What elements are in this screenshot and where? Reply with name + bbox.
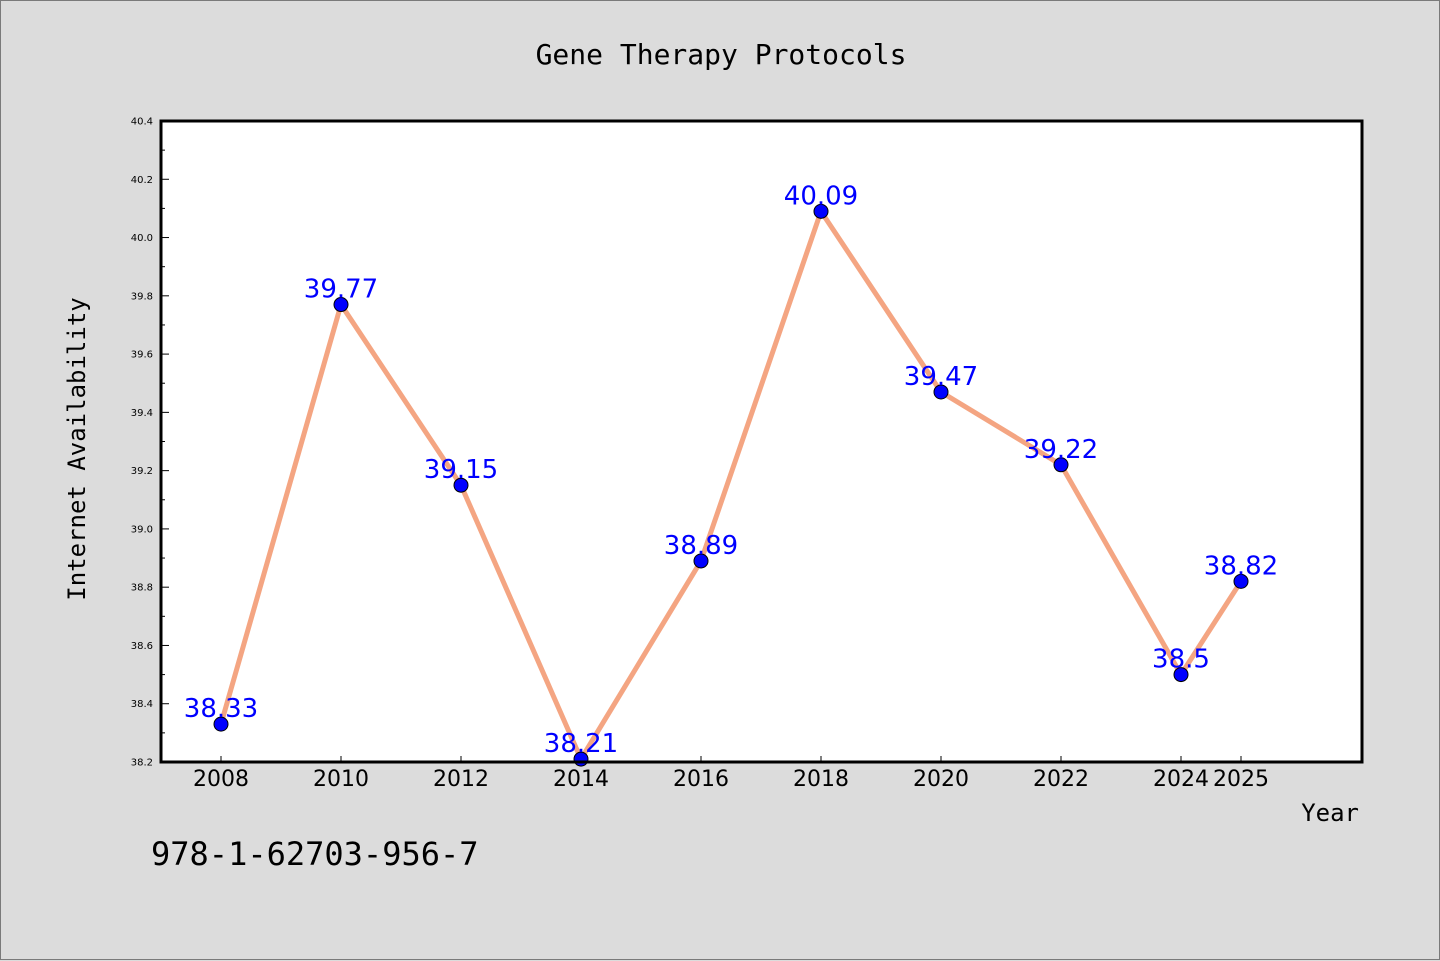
- data-point: [213, 716, 229, 732]
- y-axis-title: Internet Availability: [63, 297, 91, 600]
- y-tick-label: 40.2: [131, 175, 153, 186]
- x-tick-label: 2012: [433, 767, 489, 792]
- chart-title: Gene Therapy Protocols: [536, 38, 907, 71]
- y-tick-label: 39.4: [131, 408, 153, 419]
- data-point: [1053, 457, 1069, 473]
- data-label: 38.82: [1204, 551, 1278, 581]
- y-tick-label: 39.8: [131, 291, 153, 302]
- data-label: 38.21: [544, 729, 618, 759]
- data-label: 39.15: [424, 455, 498, 485]
- data-point: [1233, 573, 1249, 589]
- x-tick-label: 2016: [673, 767, 729, 792]
- data-point: [693, 553, 709, 569]
- data-point: [453, 477, 469, 493]
- x-tick-label: 2020: [913, 767, 969, 792]
- data-point: [813, 203, 829, 219]
- x-axis-title: Year: [1301, 799, 1359, 827]
- data-point: [933, 384, 949, 400]
- footer-isbn: 978-1-62703-956-7: [151, 835, 479, 873]
- data-label: 39.22: [1024, 435, 1098, 465]
- y-tick-label: 39.0: [131, 524, 153, 535]
- y-tick-label: 38.4: [131, 699, 153, 710]
- data-label: 39.77: [304, 275, 378, 305]
- data-label: 38.33: [184, 694, 258, 724]
- data-point: [1173, 667, 1189, 683]
- x-tick-label: 2018: [793, 767, 849, 792]
- data-label: 40.09: [784, 181, 858, 211]
- y-tick-label: 40.0: [131, 233, 153, 244]
- data-label: 38.5: [1152, 645, 1210, 675]
- x-tick-label: 2014: [553, 767, 609, 792]
- y-tick-label: 39.2: [131, 466, 153, 477]
- y-tick-label: 40.4: [131, 117, 153, 128]
- x-tick-label: 2008: [193, 767, 249, 792]
- x-axis: 2008 2010 2012 2014 2016 2018 2020 2022 2024 2025: [193, 756, 1269, 792]
- plot-area: [161, 121, 1362, 762]
- plot-frame: [159, 119, 1364, 764]
- y-tick-label: 38.8: [131, 583, 153, 594]
- x-tick-label: 2024: [1153, 767, 1209, 792]
- y-tick-label: 38.6: [131, 641, 153, 652]
- y-tick-label: 39.6: [131, 350, 153, 361]
- series-line: [218, 208, 1244, 762]
- y-tick-label: 38.2: [131, 758, 153, 769]
- x-tick-label: 2022: [1033, 767, 1089, 792]
- data-label: 38.89: [664, 531, 738, 561]
- data-point: [333, 297, 349, 313]
- x-tick-label: 2010: [313, 767, 369, 792]
- data-label-group: 38.33 39.77 39.15 38.21 38.89 40.09 39.47 39.22…: [184, 181, 1278, 759]
- series-line-group: [213, 203, 1249, 767]
- data-label: 39.47: [904, 362, 978, 392]
- x-tick-label: 2025: [1213, 767, 1269, 792]
